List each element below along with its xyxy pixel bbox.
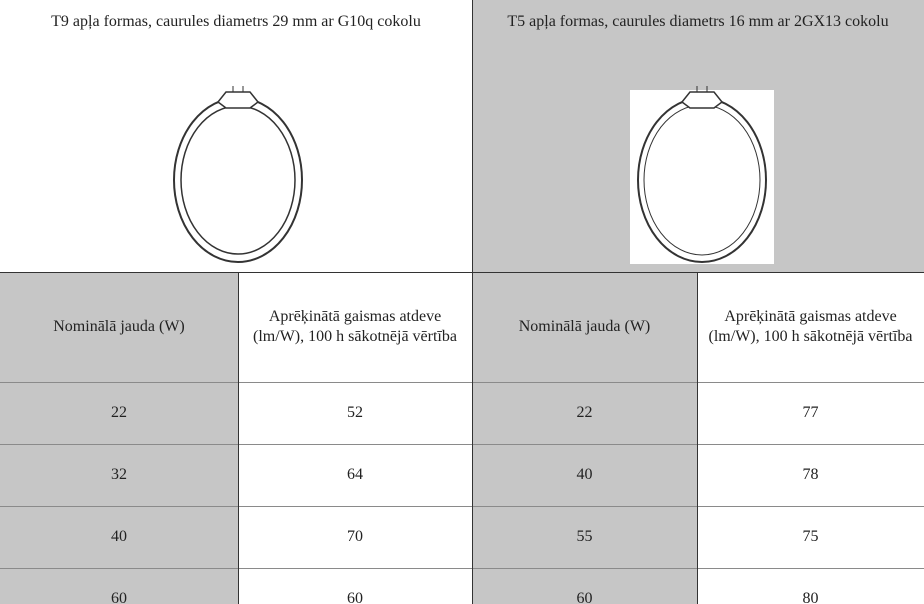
- table-cell: 22: [0, 382, 238, 444]
- table-cell: 77: [697, 382, 924, 444]
- column-header: Nominālā jauda (W): [472, 272, 697, 382]
- column-header: Aprēķinātā gaismas atdeve (lm/W), 100 h …: [697, 272, 924, 382]
- table-cell: 80: [697, 568, 924, 604]
- row-divider: [0, 506, 924, 507]
- lamp-icon: [168, 78, 308, 268]
- row-divider: [0, 382, 924, 383]
- row-divider: [0, 568, 924, 569]
- table-cell: 40: [0, 506, 238, 568]
- row-divider: [0, 272, 924, 273]
- header-text: T5 apļa formas, caurules diametrs 16 mm …: [507, 12, 888, 32]
- table-cell: 70: [238, 506, 472, 568]
- table-cell: 40: [472, 444, 697, 506]
- table-cell: 75: [697, 506, 924, 568]
- table-cell: 60: [472, 568, 697, 604]
- table-cell: 60: [0, 568, 238, 604]
- table-cell: 78: [697, 444, 924, 506]
- column-divider: [697, 272, 698, 604]
- table-cell: 55: [472, 506, 697, 568]
- row-divider: [0, 444, 924, 445]
- lamp-icon: [632, 78, 772, 268]
- table-cell: 60: [238, 568, 472, 604]
- table-cell: 64: [238, 444, 472, 506]
- column-divider: [472, 0, 473, 604]
- table-cell: 32: [0, 444, 238, 506]
- table-cell: 22: [472, 382, 697, 444]
- page: T9 apļa formas, caurules diametrs 29 mm …: [0, 0, 924, 604]
- table-cell: 52: [238, 382, 472, 444]
- column-divider: [238, 272, 239, 604]
- column-header: Nominālā jauda (W): [0, 272, 238, 382]
- header-text: T9 apļa formas, caurules diametrs 29 mm …: [51, 12, 421, 32]
- column-header: Aprēķinātā gaismas atdeve (lm/W), 100 h …: [238, 272, 472, 382]
